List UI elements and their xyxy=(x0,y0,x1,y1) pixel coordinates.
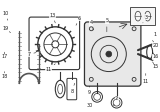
Text: 11: 11 xyxy=(143,73,149,84)
Text: 19: 19 xyxy=(3,26,11,33)
Text: 1: 1 xyxy=(154,32,157,37)
Text: 11: 11 xyxy=(45,64,55,72)
Text: 18: 18 xyxy=(2,72,8,79)
Text: 20: 20 xyxy=(152,40,159,48)
Text: 8: 8 xyxy=(70,83,75,94)
Text: 9: 9 xyxy=(88,86,91,95)
Text: 7: 7 xyxy=(28,52,36,57)
Text: 2: 2 xyxy=(114,96,118,106)
Text: 13: 13 xyxy=(49,13,56,23)
Text: 15: 15 xyxy=(152,62,159,69)
Text: 6: 6 xyxy=(76,16,81,25)
FancyBboxPatch shape xyxy=(84,22,141,86)
Text: 10: 10 xyxy=(3,11,9,20)
Text: 30: 30 xyxy=(86,103,92,108)
Text: 16: 16 xyxy=(152,52,159,59)
Text: 5: 5 xyxy=(105,18,108,32)
Circle shape xyxy=(106,51,112,57)
Text: 3: 3 xyxy=(143,15,147,23)
FancyBboxPatch shape xyxy=(130,7,155,25)
Text: 17: 17 xyxy=(2,52,8,59)
Text: 4: 4 xyxy=(90,20,93,30)
